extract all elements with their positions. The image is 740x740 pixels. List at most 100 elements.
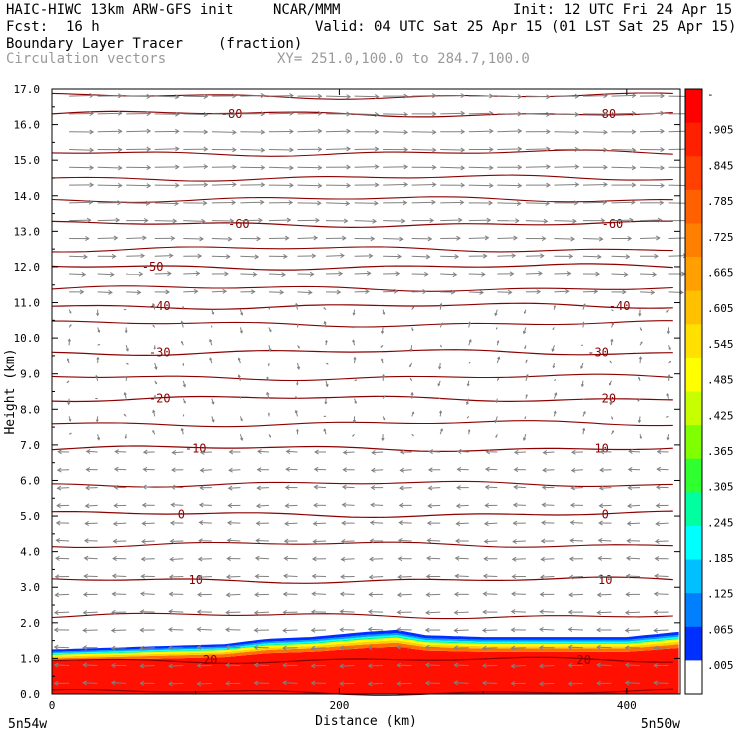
circulation-vector <box>513 484 526 490</box>
circulation-vector <box>240 236 262 242</box>
circulation-vector <box>256 485 269 491</box>
circulation-vector <box>495 327 498 330</box>
circulation-vector <box>268 272 286 278</box>
circulation-vector <box>211 200 237 206</box>
circulation-vector <box>569 502 583 508</box>
y-tick-label: 2.0 <box>20 617 40 630</box>
circulation-vector <box>580 380 584 388</box>
circulation-vector <box>625 591 641 597</box>
circulation-vector <box>123 391 127 399</box>
circulation-vector <box>541 502 555 508</box>
circulation-vector <box>467 428 471 435</box>
contour-line--60 <box>51 220 673 229</box>
y-axis-label: Height (km) <box>3 348 18 434</box>
circulation-vector <box>582 254 602 260</box>
circulation-vector <box>153 394 157 399</box>
tracer-band-4 <box>52 636 679 655</box>
circulation-vector <box>370 485 384 491</box>
y-tick-label: 11.0 <box>14 297 41 310</box>
circulation-vector <box>482 609 498 615</box>
circulation-vector <box>228 449 241 455</box>
circulation-vector <box>554 93 580 99</box>
circulation-vector <box>410 391 414 399</box>
circulation-vector <box>97 217 121 223</box>
colorbar-label: .905 <box>707 124 734 137</box>
y-tick-label: 4.0 <box>20 546 40 559</box>
circulation-vector <box>180 320 184 328</box>
right-corner-location: 5n50w <box>641 717 680 732</box>
circulation-vector <box>240 147 266 153</box>
circulation-vector <box>383 288 399 294</box>
circulation-vector <box>266 376 270 382</box>
colorbar-swatch <box>685 189 702 224</box>
circulation-vector <box>126 183 152 189</box>
circulation-vector <box>640 200 665 206</box>
circulation-vector <box>83 555 98 561</box>
circulation-vector <box>282 645 298 651</box>
circulation-vector <box>268 200 294 206</box>
circulation-vector <box>196 644 212 650</box>
circulation-vector <box>640 147 666 153</box>
circulation-vector <box>497 235 518 241</box>
circulation-vector <box>225 627 241 633</box>
circulation-vector <box>640 289 656 295</box>
circulation-vector <box>454 573 469 579</box>
circulation-vector <box>666 393 670 399</box>
circulation-vector <box>56 485 70 491</box>
cross-section-coordinates: XY= 251.0,100.0 to 284.7,100.0 <box>277 51 530 67</box>
circulation-vector <box>152 409 156 417</box>
circulation-vector <box>283 555 298 561</box>
axis-layer: 0.0 1.0 2.0 3.0 4.0 5.0 6.0 7.0 8.0 9.0 10.0 11.0 12… <box>14 83 680 712</box>
circulation-vector <box>396 627 412 633</box>
circulation-vector <box>268 182 294 188</box>
circulation-vector <box>126 235 147 241</box>
circulation-vector <box>168 574 184 580</box>
circulation-vector <box>240 271 258 277</box>
circulation-vector <box>354 270 372 276</box>
circulation-vector <box>439 428 443 435</box>
circulation-vector <box>97 200 122 206</box>
circulation-vector <box>126 271 144 277</box>
circulation-vector <box>126 111 152 117</box>
contour-line-unlabeled <box>51 285 673 292</box>
contour-line--40 <box>51 302 673 310</box>
circulation-vector <box>268 433 272 438</box>
colorbar-swatch <box>685 122 702 157</box>
circulation-vector <box>367 609 384 615</box>
circulation-vector <box>511 556 526 562</box>
circulation-vector <box>282 662 298 668</box>
circulation-vector <box>255 520 269 526</box>
circulation-vector <box>154 218 178 224</box>
circulation-vector <box>183 112 209 118</box>
contour-label--20-0: -20 <box>149 392 171 406</box>
circulation-vector <box>525 182 551 188</box>
circulation-vector <box>354 253 374 259</box>
circulation-vector <box>257 449 269 455</box>
circulation-vector <box>496 356 501 364</box>
circulation-vector <box>568 592 583 598</box>
circulation-vector <box>554 236 576 242</box>
circulation-vector <box>582 427 586 435</box>
circulation-vector <box>570 467 583 473</box>
circulation-vector <box>126 289 142 295</box>
circulation-vector <box>611 430 614 435</box>
circulation-vector <box>69 147 95 153</box>
circulation-vector <box>96 356 100 364</box>
circulation-vector <box>268 93 294 99</box>
circulation-vector <box>112 556 127 562</box>
circulation-vector <box>254 592 269 598</box>
circulation-vector <box>69 254 88 260</box>
circulation-vector <box>510 680 526 686</box>
circulation-vector <box>512 520 526 526</box>
circulation-vector <box>597 537 612 543</box>
circulation-vector <box>56 467 70 473</box>
circulation-vector <box>341 520 355 526</box>
circulation-vector <box>396 681 412 687</box>
circulation-vector <box>383 181 409 187</box>
circulation-vector <box>282 609 298 615</box>
circulation-vector <box>112 521 127 527</box>
circulation-vector <box>582 93 608 99</box>
circulation-vector <box>582 398 585 400</box>
circulation-vector <box>512 502 526 508</box>
circulation-vector <box>653 591 669 597</box>
